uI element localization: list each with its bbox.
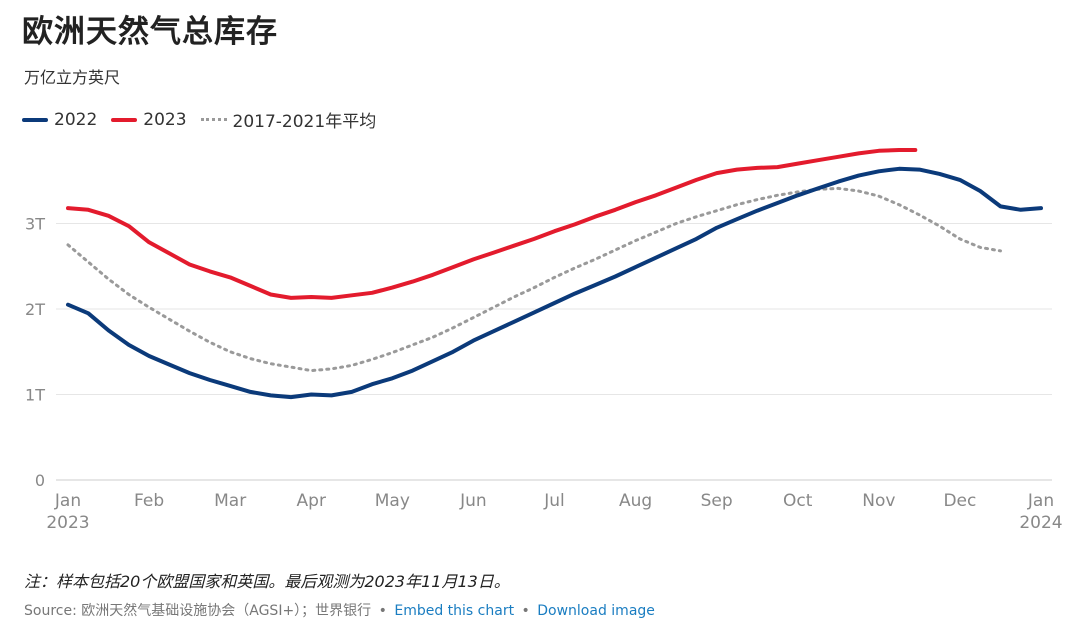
x-tick-label: May xyxy=(375,491,410,511)
x-tick-label: Sep xyxy=(701,491,733,511)
y-tick-label: 2T xyxy=(25,300,45,319)
x-tick-label: Dec xyxy=(943,491,976,511)
chart-legend: 2022 2023 2017-2021年平均 xyxy=(22,107,390,132)
x-tick-year-label: 2023 xyxy=(46,513,89,533)
chart-title: 欧洲天然气总库存 xyxy=(22,14,278,50)
x-tick-label: Jan xyxy=(1027,491,1054,511)
chart-source: Source: 欧洲天然气基础设施协会（AGSI+）；世界银行 • Embed … xyxy=(24,600,655,620)
source-separator-2: • xyxy=(521,603,530,619)
x-tick-label: Aug xyxy=(619,491,652,511)
y-tick-label: 1T xyxy=(25,386,45,405)
chart-note: 注：样本包括20个欧盟国家和英国。最后观测为2023年11月13日。 xyxy=(24,572,510,591)
x-tick-label: Jun xyxy=(459,491,487,511)
y-tick-label: 0 xyxy=(35,471,45,490)
legend-item-2023[interactable]: 2023 xyxy=(111,109,187,130)
legend-label-2022: 2022 xyxy=(54,109,98,130)
x-tick-label: Jan xyxy=(54,491,81,511)
series-line-2023 xyxy=(66,148,918,300)
legend-item-average[interactable]: 2017-2021年平均 xyxy=(200,107,377,132)
x-tick-label: Mar xyxy=(214,491,246,511)
series-line-average xyxy=(66,186,1002,373)
x-tick-year-label: 2024 xyxy=(1019,513,1062,533)
source-separator: • xyxy=(378,603,387,619)
legend-swatch-2023 xyxy=(111,117,138,122)
x-tick-label: Feb xyxy=(134,491,164,511)
legend-label-2023: 2023 xyxy=(143,109,187,130)
y-tick-label: 3T xyxy=(25,215,45,234)
legend-item-2022[interactable]: 2022 xyxy=(22,110,97,130)
source-text: Source: 欧洲天然气基础设施协会（AGSI+）；世界银行 xyxy=(24,603,372,619)
chart-subtitle: 万亿立方英尺 xyxy=(24,68,121,87)
legend-swatch-average xyxy=(200,118,227,121)
x-tick-label: Apr xyxy=(297,491,326,511)
x-tick-label: Oct xyxy=(783,491,813,511)
legend-swatch-2022 xyxy=(22,117,48,122)
legend-label-average: 2017-2021年平均 xyxy=(232,112,377,132)
x-tick-label: Nov xyxy=(862,491,895,511)
download-image-link[interactable]: Download image xyxy=(537,603,655,619)
series-line-2022 xyxy=(66,166,1043,400)
embed-chart-link[interactable]: Embed this chart xyxy=(394,603,515,619)
x-tick-label: Jul xyxy=(543,491,565,511)
